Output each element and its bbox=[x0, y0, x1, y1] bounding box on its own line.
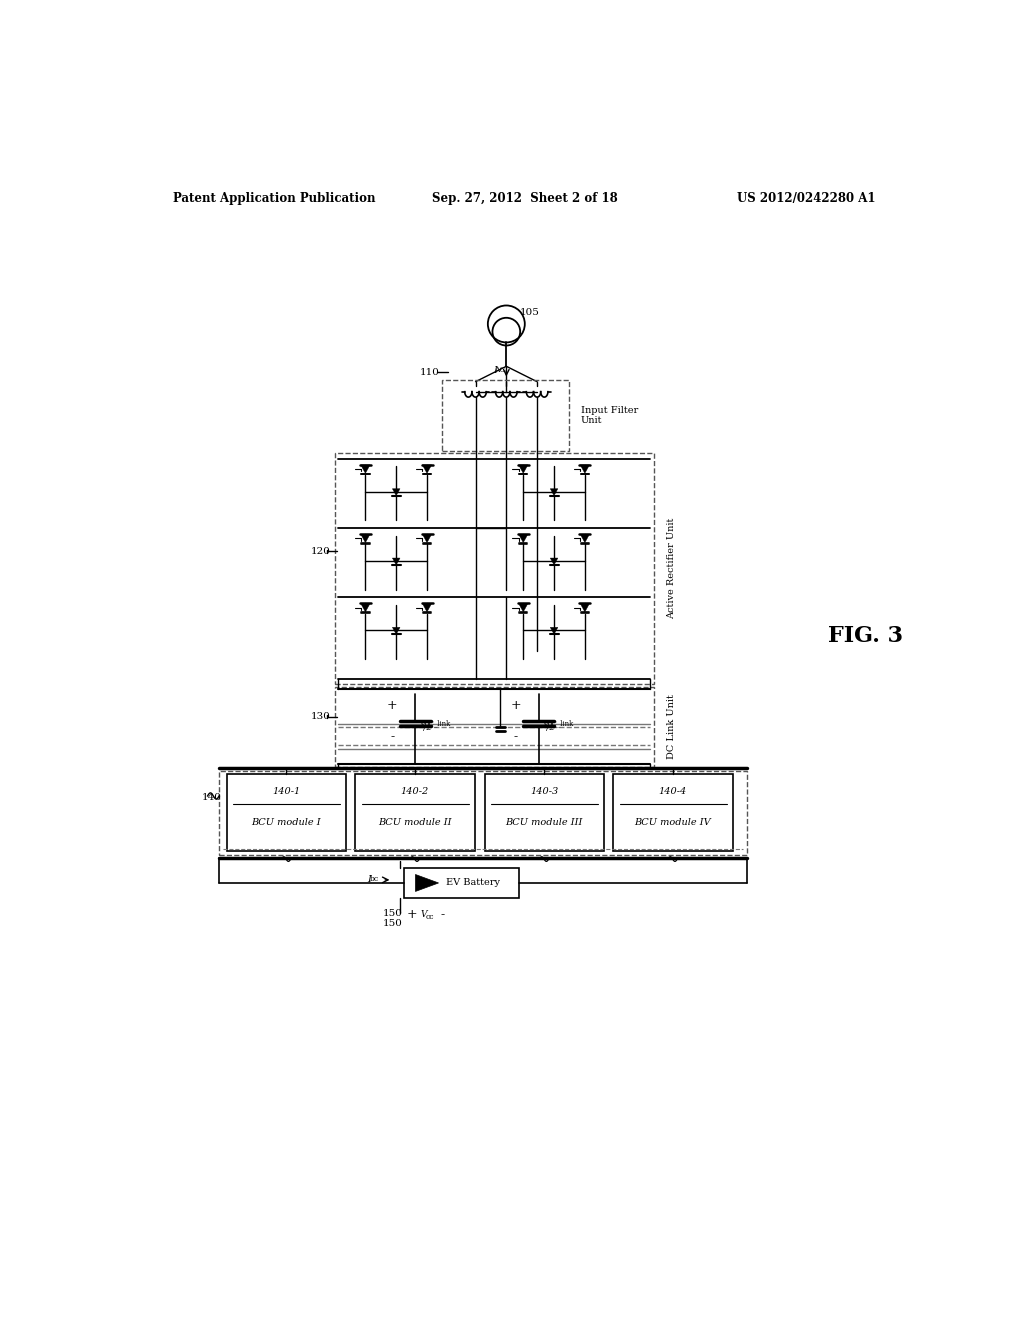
Polygon shape bbox=[518, 535, 528, 543]
Polygon shape bbox=[422, 465, 432, 474]
Polygon shape bbox=[581, 465, 590, 474]
Text: Patent Application Publication: Patent Application Publication bbox=[173, 191, 376, 205]
Text: DC_link: DC_link bbox=[547, 719, 573, 727]
Polygon shape bbox=[360, 603, 370, 612]
Text: Sep. 27, 2012  Sheet 2 of 18: Sep. 27, 2012 Sheet 2 of 18 bbox=[432, 191, 617, 205]
Text: -: - bbox=[440, 908, 444, 921]
Text: Active Rectifier Unit: Active Rectifier Unit bbox=[668, 519, 676, 619]
Text: I: I bbox=[368, 875, 371, 883]
Text: US 2012/0242280 A1: US 2012/0242280 A1 bbox=[737, 191, 876, 205]
Polygon shape bbox=[518, 603, 528, 612]
Text: 140-3: 140-3 bbox=[530, 787, 558, 796]
Text: BCU module IV: BCU module IV bbox=[634, 817, 711, 826]
Text: FIG. 3: FIG. 3 bbox=[828, 624, 903, 647]
Text: 140-1: 140-1 bbox=[272, 787, 300, 796]
Bar bbox=[484, 775, 604, 851]
Bar bbox=[219, 771, 746, 855]
Text: +: + bbox=[510, 700, 521, 713]
Text: AC: AC bbox=[495, 366, 506, 374]
Polygon shape bbox=[392, 627, 400, 635]
Polygon shape bbox=[392, 488, 400, 496]
Polygon shape bbox=[550, 627, 558, 635]
Text: BCU module II: BCU module II bbox=[378, 817, 452, 826]
Text: 140-4: 140-4 bbox=[658, 787, 687, 796]
Polygon shape bbox=[581, 535, 590, 543]
Text: 140-2: 140-2 bbox=[400, 787, 429, 796]
Text: 140: 140 bbox=[202, 793, 221, 803]
Text: V: V bbox=[543, 719, 549, 727]
Text: BCU module I: BCU module I bbox=[251, 817, 321, 826]
Text: DC Link Unit: DC Link Unit bbox=[668, 694, 676, 759]
Text: 150: 150 bbox=[382, 919, 402, 928]
Text: DC_link: DC_link bbox=[423, 719, 451, 727]
Text: +: + bbox=[387, 700, 397, 713]
Text: 105: 105 bbox=[519, 308, 540, 317]
Polygon shape bbox=[416, 875, 438, 891]
Text: cc: cc bbox=[425, 913, 434, 921]
Polygon shape bbox=[550, 558, 558, 565]
Text: Input Filter
Unit: Input Filter Unit bbox=[581, 405, 638, 425]
Polygon shape bbox=[581, 603, 590, 612]
Bar bbox=[335, 686, 654, 767]
Text: -: - bbox=[390, 730, 394, 743]
Text: I: I bbox=[494, 366, 498, 375]
Text: 120: 120 bbox=[311, 546, 331, 556]
Bar bbox=[226, 775, 346, 851]
Bar bbox=[613, 775, 733, 851]
Bar bbox=[335, 453, 654, 684]
Polygon shape bbox=[392, 558, 400, 565]
Polygon shape bbox=[518, 465, 528, 474]
Polygon shape bbox=[360, 465, 370, 474]
Text: /2: /2 bbox=[423, 725, 431, 733]
Text: /2: /2 bbox=[547, 725, 554, 733]
Bar bbox=[403, 869, 519, 898]
Text: V: V bbox=[419, 719, 425, 727]
Polygon shape bbox=[422, 535, 432, 543]
Text: 150: 150 bbox=[382, 908, 402, 917]
Text: +: + bbox=[407, 908, 417, 921]
Text: 110: 110 bbox=[420, 368, 439, 378]
Text: V: V bbox=[421, 909, 427, 919]
Polygon shape bbox=[550, 488, 558, 496]
Bar bbox=[442, 380, 569, 451]
Text: -: - bbox=[513, 730, 517, 743]
Polygon shape bbox=[422, 603, 432, 612]
Polygon shape bbox=[360, 535, 370, 543]
Bar bbox=[355, 775, 475, 851]
Text: 130: 130 bbox=[311, 713, 331, 721]
Text: EV Battery: EV Battery bbox=[446, 879, 500, 887]
Text: bc: bc bbox=[370, 875, 379, 883]
Text: BCU module III: BCU module III bbox=[506, 817, 583, 826]
